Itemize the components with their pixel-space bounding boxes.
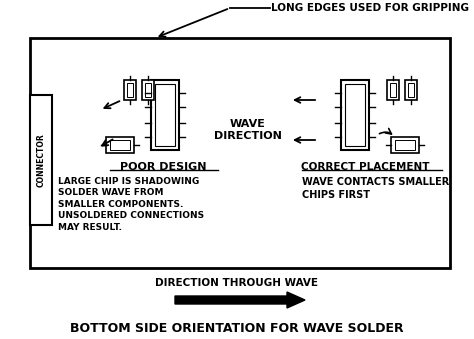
Bar — [110, 140, 130, 150]
FancyArrowPatch shape — [379, 128, 392, 134]
Text: LARGE CHIP IS SHADOWING
SOLDER WAVE FROM
SMALLER COMPONENTS.
UNSOLDERED CONNECTI: LARGE CHIP IS SHADOWING SOLDER WAVE FROM… — [58, 177, 204, 232]
Text: WAVE CONTACTS SMALLER
CHIPS FIRST: WAVE CONTACTS SMALLER CHIPS FIRST — [302, 177, 449, 200]
Bar — [145, 83, 151, 97]
FancyArrow shape — [175, 292, 305, 308]
Text: POOR DESIGN: POOR DESIGN — [120, 162, 206, 172]
Bar — [124, 80, 136, 100]
Bar — [151, 80, 179, 150]
Bar — [30, 38, 450, 268]
Bar — [408, 83, 414, 97]
Bar — [395, 140, 415, 150]
Text: BOTTOM SIDE ORIENTATION FOR WAVE SOLDER: BOTTOM SIDE ORIENTATION FOR WAVE SOLDER — [70, 322, 404, 335]
Text: LONG EDGES USED FOR GRIPPING: LONG EDGES USED FOR GRIPPING — [271, 3, 469, 13]
Bar — [405, 80, 417, 100]
Text: WAVE
DIRECTION: WAVE DIRECTION — [214, 119, 282, 141]
Bar — [345, 84, 365, 146]
Bar — [391, 137, 419, 153]
Text: DIRECTION THROUGH WAVE: DIRECTION THROUGH WAVE — [155, 278, 319, 288]
Bar — [127, 83, 133, 97]
Bar — [387, 80, 399, 100]
Bar — [142, 80, 154, 100]
Bar — [155, 84, 175, 146]
Bar — [390, 83, 396, 97]
Text: CORRECT PLACEMENT: CORRECT PLACEMENT — [301, 162, 429, 172]
Bar — [106, 137, 134, 153]
Text: CONNECTOR: CONNECTOR — [36, 133, 46, 187]
Bar — [341, 80, 369, 150]
Bar — [30, 95, 52, 225]
